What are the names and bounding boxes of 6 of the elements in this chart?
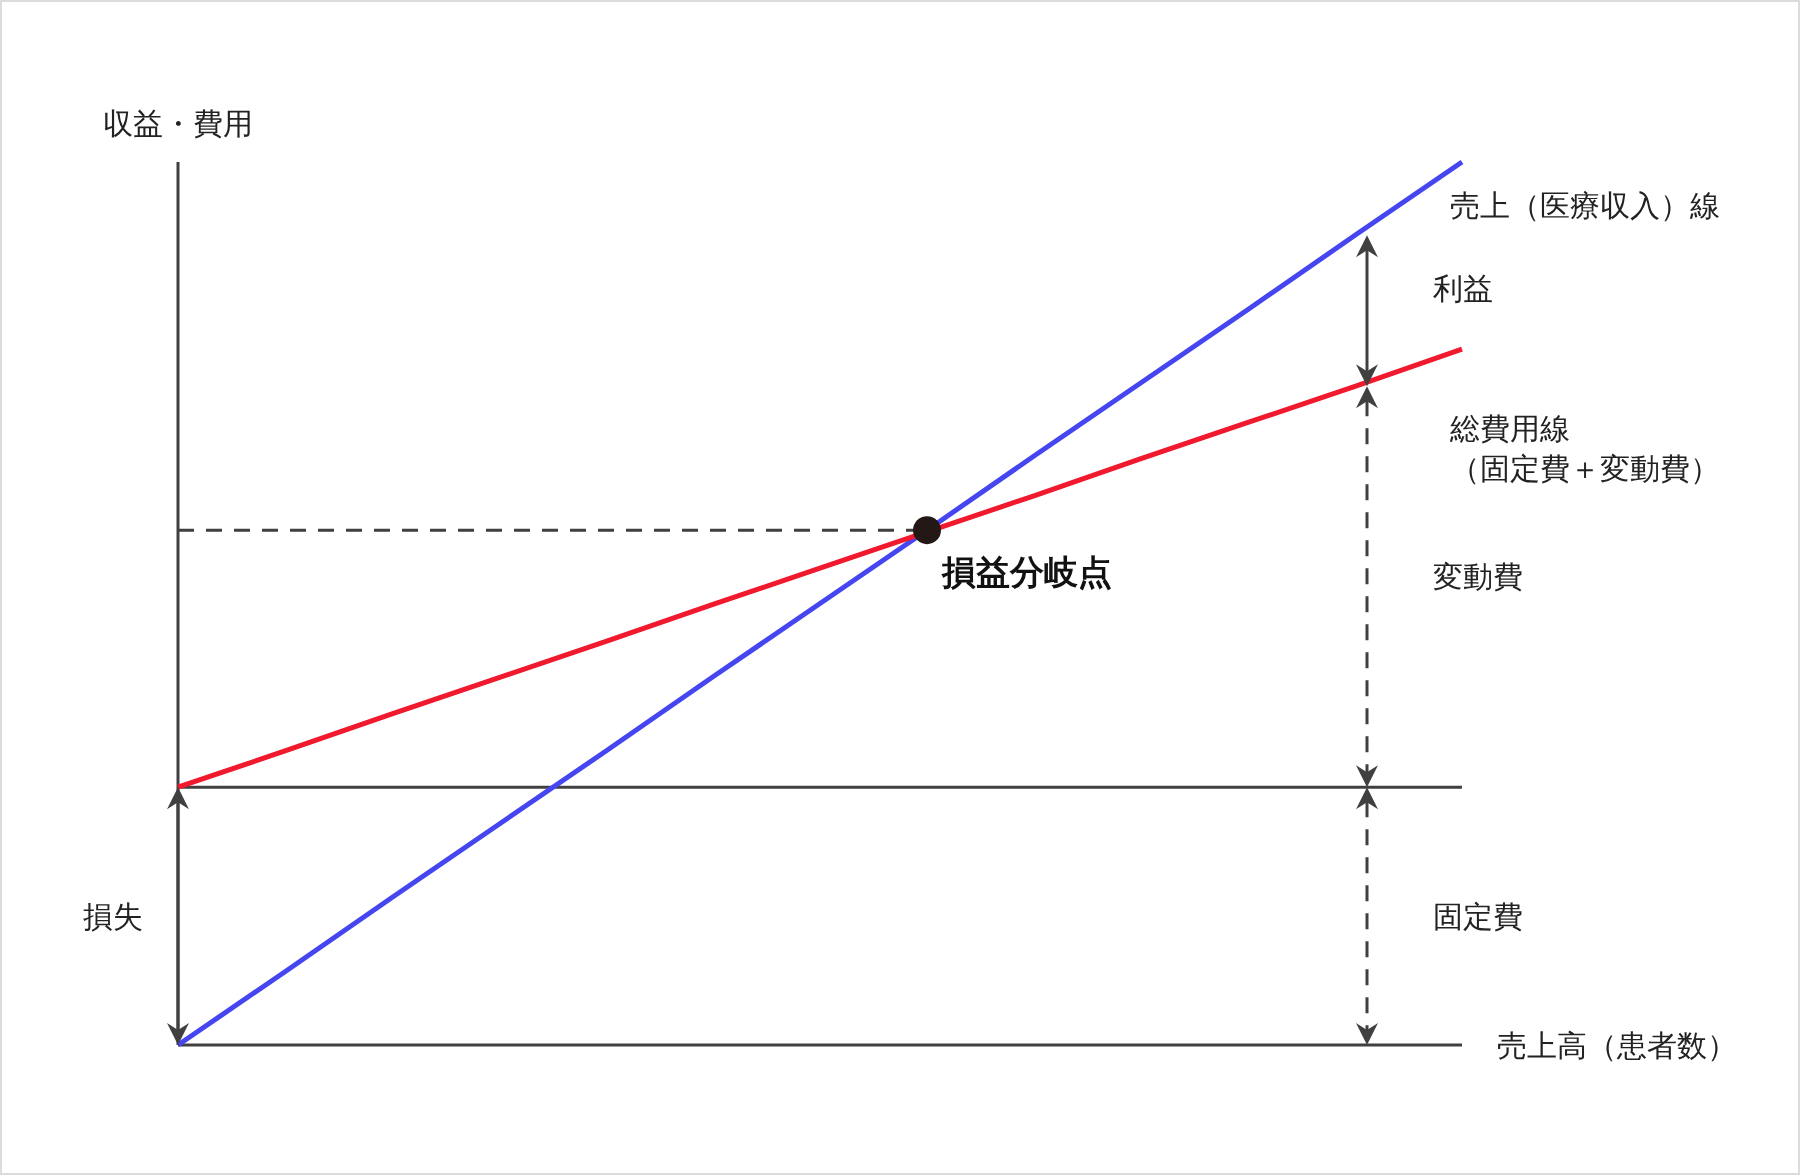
annotation: 固定費 — [1433, 899, 1523, 933]
annotation: 変動費 — [1433, 560, 1523, 594]
x-axis-title: 売上高（患者数） — [1497, 1028, 1737, 1062]
y-axis-title: 収益・費用 — [103, 106, 253, 140]
annotation: 損失 — [83, 899, 143, 933]
annotation: 利益 — [1433, 272, 1493, 306]
